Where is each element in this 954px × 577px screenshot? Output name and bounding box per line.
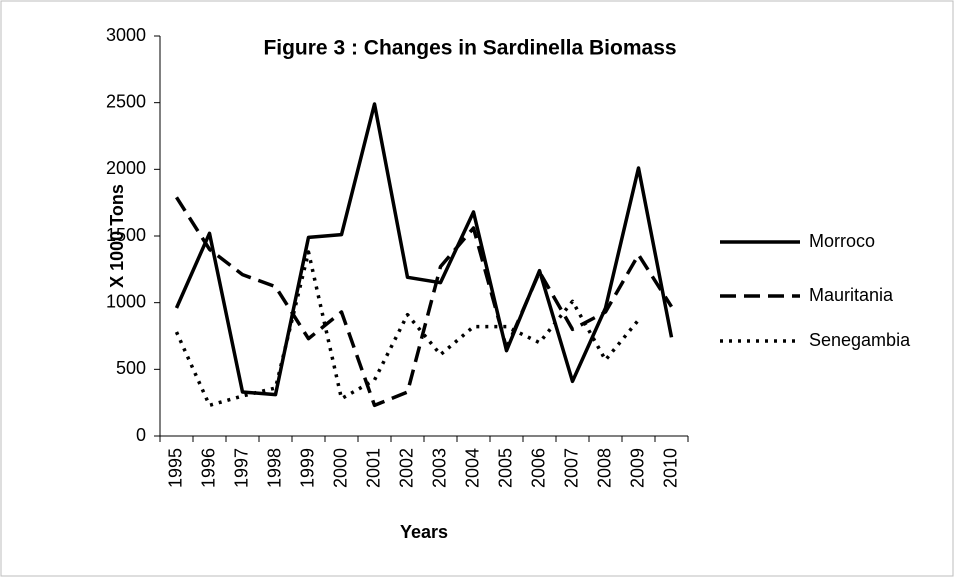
series-line <box>175 196 673 408</box>
x-tick-label: 1995 <box>165 448 185 488</box>
x-tick-label: 2005 <box>495 448 515 488</box>
x-axis-label: Years <box>400 522 448 542</box>
x-tick-label: 2004 <box>462 448 482 488</box>
x-tick-label: 1999 <box>297 448 317 488</box>
y-tick-label: 1000 <box>106 291 146 311</box>
chart-title: Figure 3 : Changes in Sardinella Biomass <box>263 37 676 60</box>
y-tick-label: 2500 <box>106 91 146 111</box>
x-tick-label: 2003 <box>429 448 449 488</box>
series-line <box>174 250 640 408</box>
x-tick-label: 2006 <box>528 448 548 488</box>
x-tick-label: 1997 <box>231 448 251 488</box>
x-tick-label: 2009 <box>627 448 647 488</box>
x-tick-label: 2010 <box>660 448 680 488</box>
series-line <box>174 102 674 397</box>
legend-label: Mauritania <box>809 285 894 305</box>
y-tick-label: 500 <box>116 358 146 378</box>
y-axis-label: X 1000 Tons <box>107 184 127 288</box>
x-tick-label: 2002 <box>396 448 416 488</box>
legend-label: Senegambia <box>809 330 911 350</box>
x-tick-label: 2007 <box>561 448 581 488</box>
x-tick-label: 2000 <box>330 448 350 488</box>
y-tick-label: 0 <box>136 425 146 445</box>
y-tick-label: 3000 <box>106 25 146 45</box>
x-tick-label: 1996 <box>198 448 218 488</box>
x-tick-label: 2008 <box>594 448 614 488</box>
legend-label: Morroco <box>809 231 875 251</box>
y-tick-label: 2000 <box>106 158 146 178</box>
x-tick-label: 1998 <box>264 448 284 488</box>
x-tick-label: 2001 <box>363 448 383 488</box>
y-tick-label: 1500 <box>106 225 146 245</box>
